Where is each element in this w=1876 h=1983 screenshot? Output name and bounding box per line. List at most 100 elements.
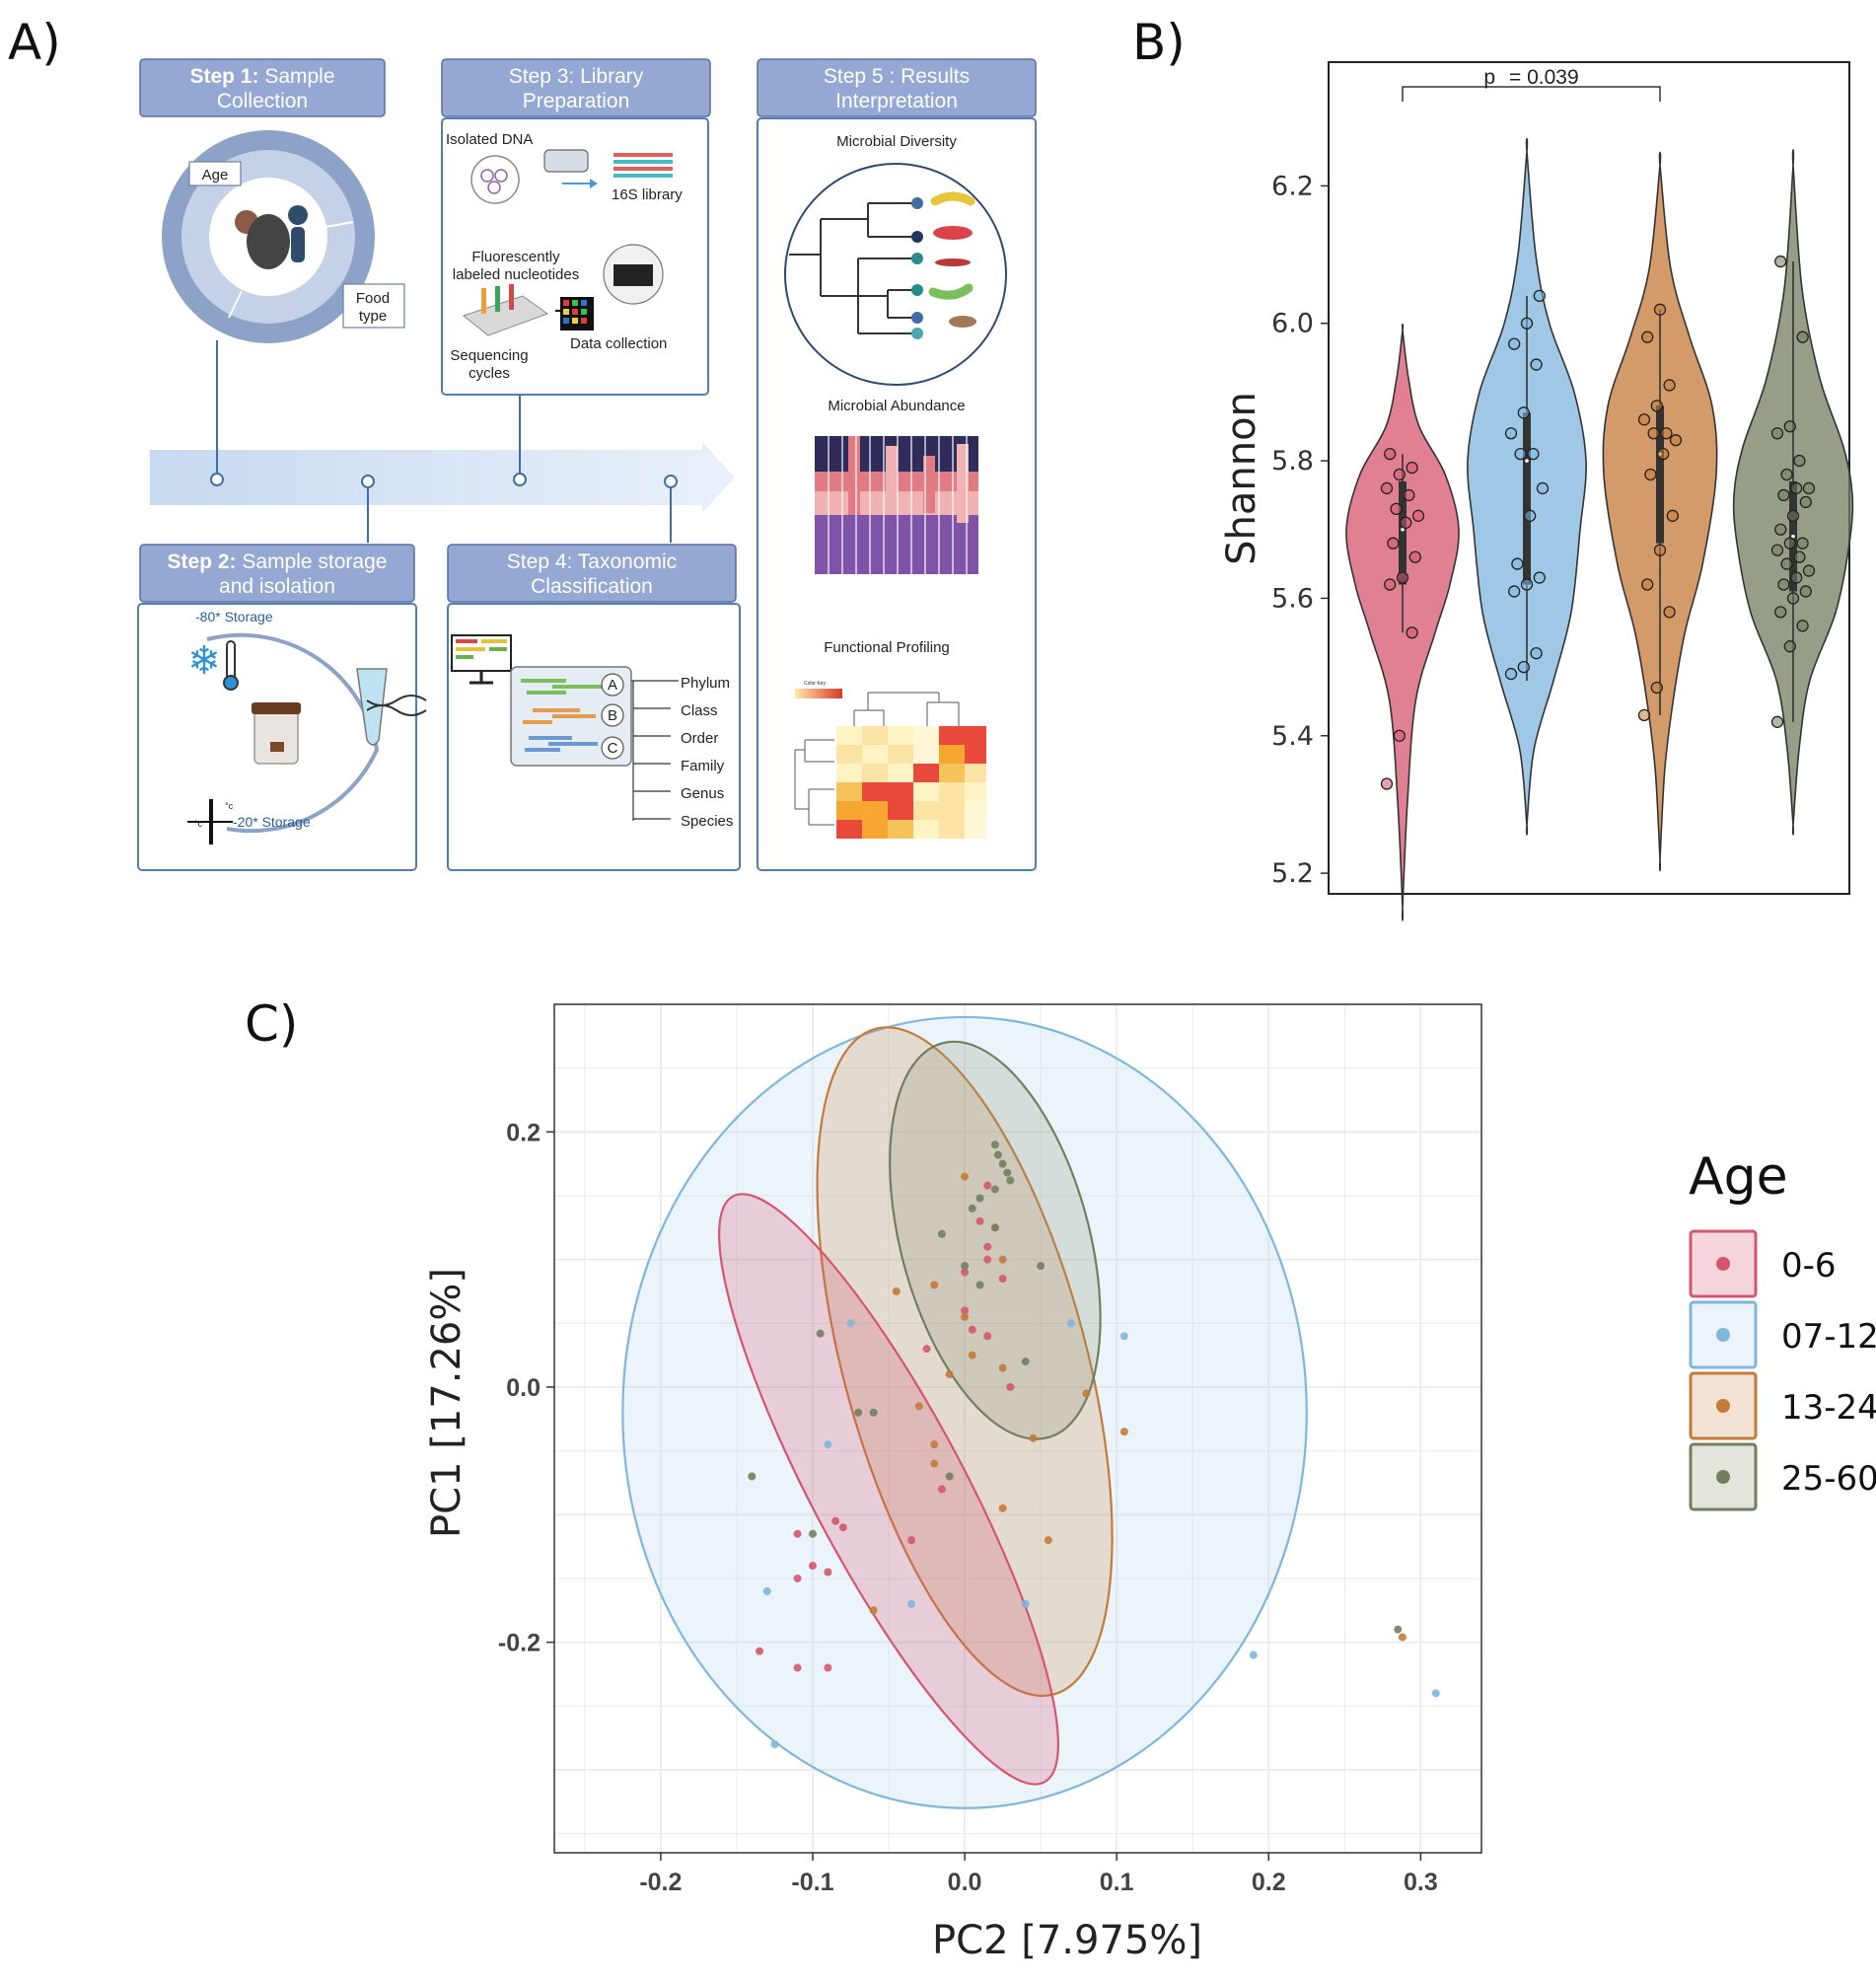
taxonomy-ranks: Phylum Class Order Family Genus Species bbox=[681, 675, 733, 830]
phylo-tree-icon bbox=[789, 202, 915, 334]
violin-point bbox=[1408, 551, 1421, 563]
violin-point bbox=[1406, 461, 1418, 475]
violin-point bbox=[1384, 447, 1397, 461]
pca-point bbox=[983, 1255, 992, 1264]
violin-y-axis-label: Shannon bbox=[1219, 392, 1264, 565]
pca-plot-area bbox=[554, 1004, 1481, 1853]
toddler-icon bbox=[247, 214, 290, 269]
violin-point bbox=[1393, 729, 1406, 742]
pca-point bbox=[998, 1363, 1007, 1372]
violin-point bbox=[1796, 537, 1809, 550]
violin-point bbox=[1530, 647, 1543, 660]
violin-point bbox=[1650, 681, 1663, 695]
violin-point bbox=[1657, 447, 1670, 461]
violin-y-tick-label: 5.8 bbox=[1271, 446, 1314, 477]
microbe-icons bbox=[911, 191, 976, 339]
series-13-24 bbox=[869, 1172, 1407, 1642]
violin-point bbox=[1799, 585, 1812, 598]
legend-title: Age bbox=[1689, 1147, 1788, 1207]
pca-point bbox=[793, 1574, 802, 1582]
violin-y-tick-label: 5.4 bbox=[1271, 721, 1314, 752]
violin-point bbox=[1517, 660, 1530, 674]
pca-point bbox=[961, 1306, 970, 1315]
violin-point bbox=[1653, 303, 1667, 316]
taxonomy-tree bbox=[631, 680, 679, 821]
violin-point bbox=[1390, 502, 1403, 516]
pca-point bbox=[824, 1663, 832, 1672]
abundance-label: Microbial Abundance bbox=[828, 398, 965, 414]
library-label: 16S library bbox=[612, 186, 683, 203]
violin-y-tick-label: 5.6 bbox=[1271, 583, 1314, 614]
pca-point bbox=[1037, 1262, 1046, 1271]
legend-dot bbox=[1716, 1470, 1730, 1484]
violin-point bbox=[1650, 400, 1663, 412]
pca-point bbox=[1431, 1689, 1440, 1698]
legend-label: 13-24 bbox=[1781, 1388, 1876, 1428]
storage80-label: -80* Storage bbox=[195, 609, 273, 624]
pca-point bbox=[1394, 1625, 1403, 1634]
pca-x-tick-label: 0.1 bbox=[1100, 1869, 1134, 1896]
snowflake-icon: ❄ bbox=[187, 639, 221, 683]
violin-iqr-box bbox=[1523, 412, 1531, 585]
violin-point bbox=[1653, 544, 1667, 556]
isolated-dna-label: Isolated DNA bbox=[446, 131, 533, 148]
violin-iqr-box bbox=[1656, 405, 1664, 544]
violin-point bbox=[1663, 379, 1676, 392]
pca-points bbox=[748, 1140, 1440, 1749]
violin-point bbox=[1774, 606, 1787, 619]
pca-point bbox=[793, 1529, 802, 1538]
violin-13-24 bbox=[1602, 151, 1718, 872]
pca-point bbox=[914, 1402, 923, 1411]
violin-point bbox=[1380, 481, 1394, 495]
pca-point bbox=[1119, 1428, 1128, 1436]
pca-point bbox=[990, 1185, 999, 1194]
violin-point bbox=[1508, 337, 1521, 350]
step1-header bbox=[139, 58, 386, 117]
pca-point bbox=[968, 1325, 976, 1334]
pca-point bbox=[968, 1351, 976, 1359]
phylo-circle bbox=[784, 163, 1007, 386]
pca-point bbox=[1119, 1332, 1128, 1341]
pca-point bbox=[922, 1345, 931, 1354]
pca-point bbox=[1021, 1358, 1030, 1366]
pca-point bbox=[892, 1286, 901, 1295]
pca-point bbox=[793, 1663, 802, 1672]
p-value-label: p = 0.039 bbox=[1483, 66, 1578, 89]
fluor-label-line1: Fluorescently bbox=[471, 249, 560, 265]
step2-title-line2: and isolation bbox=[219, 575, 335, 598]
legend-label: 25-60 bbox=[1781, 1459, 1876, 1499]
violin-point bbox=[1660, 427, 1673, 440]
functional-label: Functional Profiling bbox=[824, 639, 950, 656]
timeline-node-1 bbox=[210, 473, 224, 486]
significance-bracket-line bbox=[1402, 86, 1661, 102]
pca-point bbox=[945, 1370, 954, 1379]
food-label-line2: type bbox=[359, 308, 387, 325]
violin-y-tick-label: 5.2 bbox=[1271, 858, 1314, 889]
violin-y-axis: 5.2 5.4 5.6 5.8 6.0 6.2 bbox=[1271, 171, 1329, 889]
pca-point bbox=[930, 1281, 939, 1289]
violin-median bbox=[1401, 527, 1405, 532]
group-a-label: A bbox=[608, 677, 617, 694]
violin-median bbox=[1525, 459, 1529, 463]
pca-point bbox=[824, 1568, 832, 1577]
violin-point bbox=[1644, 468, 1657, 481]
violin-point bbox=[1387, 537, 1400, 550]
group-c-label: C bbox=[608, 740, 618, 757]
pca-point bbox=[869, 1408, 878, 1417]
pca-point bbox=[770, 1740, 779, 1749]
pca-y-tick-label: 0.0 bbox=[506, 1374, 541, 1402]
data-grid-icon bbox=[560, 297, 594, 330]
pca-x-tick-label: 0.0 bbox=[948, 1869, 982, 1896]
pca-point bbox=[907, 1599, 916, 1608]
violin-point bbox=[1780, 468, 1793, 481]
step5-title-line2: Interpretation bbox=[835, 90, 958, 112]
violin-point bbox=[1520, 317, 1534, 330]
legend-label: 07-12 bbox=[1781, 1317, 1876, 1357]
pca-x-tick-label: -0.2 bbox=[639, 1869, 682, 1896]
pca-point bbox=[937, 1485, 946, 1494]
pca-point bbox=[1044, 1536, 1052, 1545]
pca-point bbox=[831, 1516, 840, 1525]
celsius-right: °c bbox=[225, 801, 234, 811]
violin-point bbox=[1786, 592, 1800, 605]
violin-point bbox=[1524, 509, 1537, 522]
